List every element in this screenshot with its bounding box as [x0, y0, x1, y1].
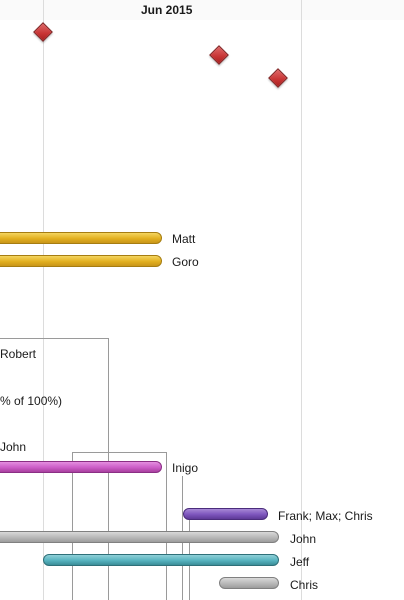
- task-resource-label: Inigo: [172, 461, 199, 475]
- task-bar-chris[interactable]: [219, 577, 279, 589]
- task-resource-label: John: [290, 532, 317, 546]
- task-resource-label: Chris: [290, 578, 319, 592]
- group-label-robert: Robert: [0, 347, 37, 361]
- milestone-diamond-icon[interactable]: [209, 45, 229, 65]
- milestone-diamond-icon[interactable]: [33, 22, 53, 42]
- group-progress-label: % of 100%): [0, 394, 63, 408]
- week-gridline: [43, 0, 44, 600]
- week-gridline: [301, 0, 302, 600]
- task-resource-label: Jeff: [290, 555, 310, 569]
- task-resource-label: Goro: [172, 255, 199, 269]
- dependency-line: [72, 452, 167, 453]
- milestone-diamond-icon[interactable]: [268, 68, 288, 88]
- group-label-john: John: [0, 440, 27, 454]
- task-resource-label: Matt: [172, 232, 196, 246]
- group-bracket-top: [0, 338, 109, 339]
- task-bar-goro[interactable]: [0, 255, 162, 267]
- task-resource-label: Frank; Max; Chris: [278, 509, 373, 523]
- task-bar-jeff[interactable]: [43, 554, 279, 566]
- task-bar-inigo[interactable]: [0, 461, 162, 473]
- task-bar-matt[interactable]: [0, 232, 162, 244]
- task-bar-frank-max-chris[interactable]: [183, 508, 268, 520]
- month-label: Jun 2015: [141, 3, 193, 17]
- dependency-line: [72, 452, 73, 600]
- timeline-header: Jun 2015: [0, 0, 404, 20]
- task-bar-john[interactable]: [0, 531, 279, 543]
- dependency-line: [166, 452, 167, 600]
